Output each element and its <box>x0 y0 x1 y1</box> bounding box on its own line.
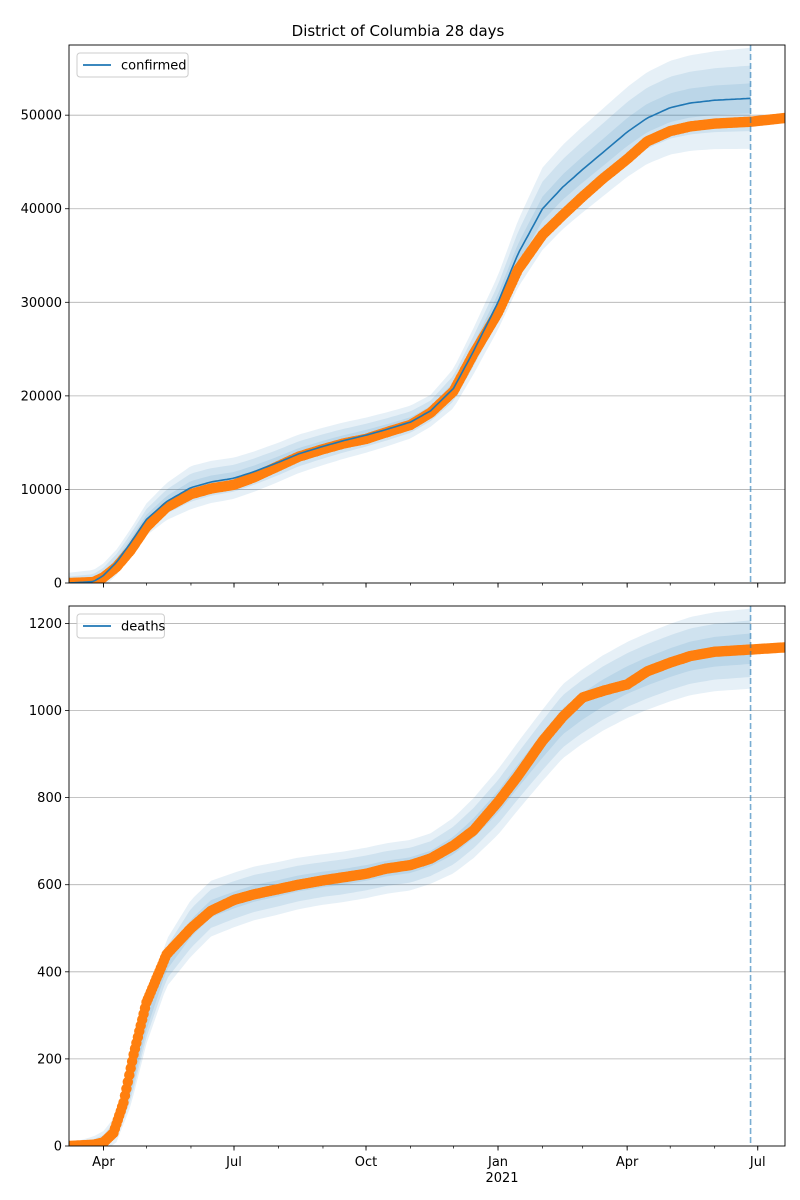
legend: confirmed <box>76 52 189 78</box>
legend-label: deaths <box>121 620 166 635</box>
observed-point <box>779 642 785 653</box>
uncertainty-band <box>69 47 751 583</box>
plot-area <box>69 47 785 583</box>
chart-title: District of Columbia 28 days <box>292 22 505 40</box>
x-tick-label: Apr <box>92 1155 115 1170</box>
y-tick-label: 30000 <box>21 296 62 311</box>
legend-label: confirmed <box>121 59 187 74</box>
x-tick-label: Jul <box>225 1155 242 1170</box>
legend: deaths <box>76 613 166 639</box>
y-tick-label: 0 <box>54 1140 62 1155</box>
y-tick-label: 200 <box>37 1052 62 1067</box>
uncertainty-band <box>69 608 751 1146</box>
y-tick-label: 20000 <box>21 389 62 404</box>
y-tick-label: 40000 <box>21 202 62 217</box>
plot-area <box>69 608 785 1146</box>
y-tick-label: 400 <box>37 965 62 980</box>
y-tick-label: 10000 <box>21 483 62 498</box>
x-tick-label: Oct <box>355 1155 377 1170</box>
x-tick-label: Apr <box>616 1155 639 1170</box>
y-tick-label: 1200 <box>29 617 62 632</box>
x-tick-label: Jan <box>487 1155 508 1170</box>
y-tick-label: 0 <box>54 577 62 592</box>
y-tick-label: 1000 <box>29 704 62 719</box>
series-line <box>69 97 751 583</box>
y-tick-label: 600 <box>37 878 62 893</box>
legend-box <box>76 613 165 639</box>
uncertainty-band <box>69 620 751 1146</box>
observed-point <box>779 112 785 124</box>
x-year-label: 2021 <box>485 1171 518 1186</box>
y-tick-label: 50000 <box>21 109 62 124</box>
confirmed-panel: 0 10000 20000 30000 40000 50000 confirmed <box>21 44 786 592</box>
axes-frame <box>68 605 786 1147</box>
legend-box <box>76 52 189 78</box>
y-tick-label: 800 <box>37 791 62 806</box>
deaths-panel: 0 200 400 600 800 1000 1200 Apr Jul Oct Jan Apr Jul d… <box>29 605 786 1170</box>
axes-frame <box>68 44 786 584</box>
x-tick-label: Jul <box>749 1155 766 1170</box>
